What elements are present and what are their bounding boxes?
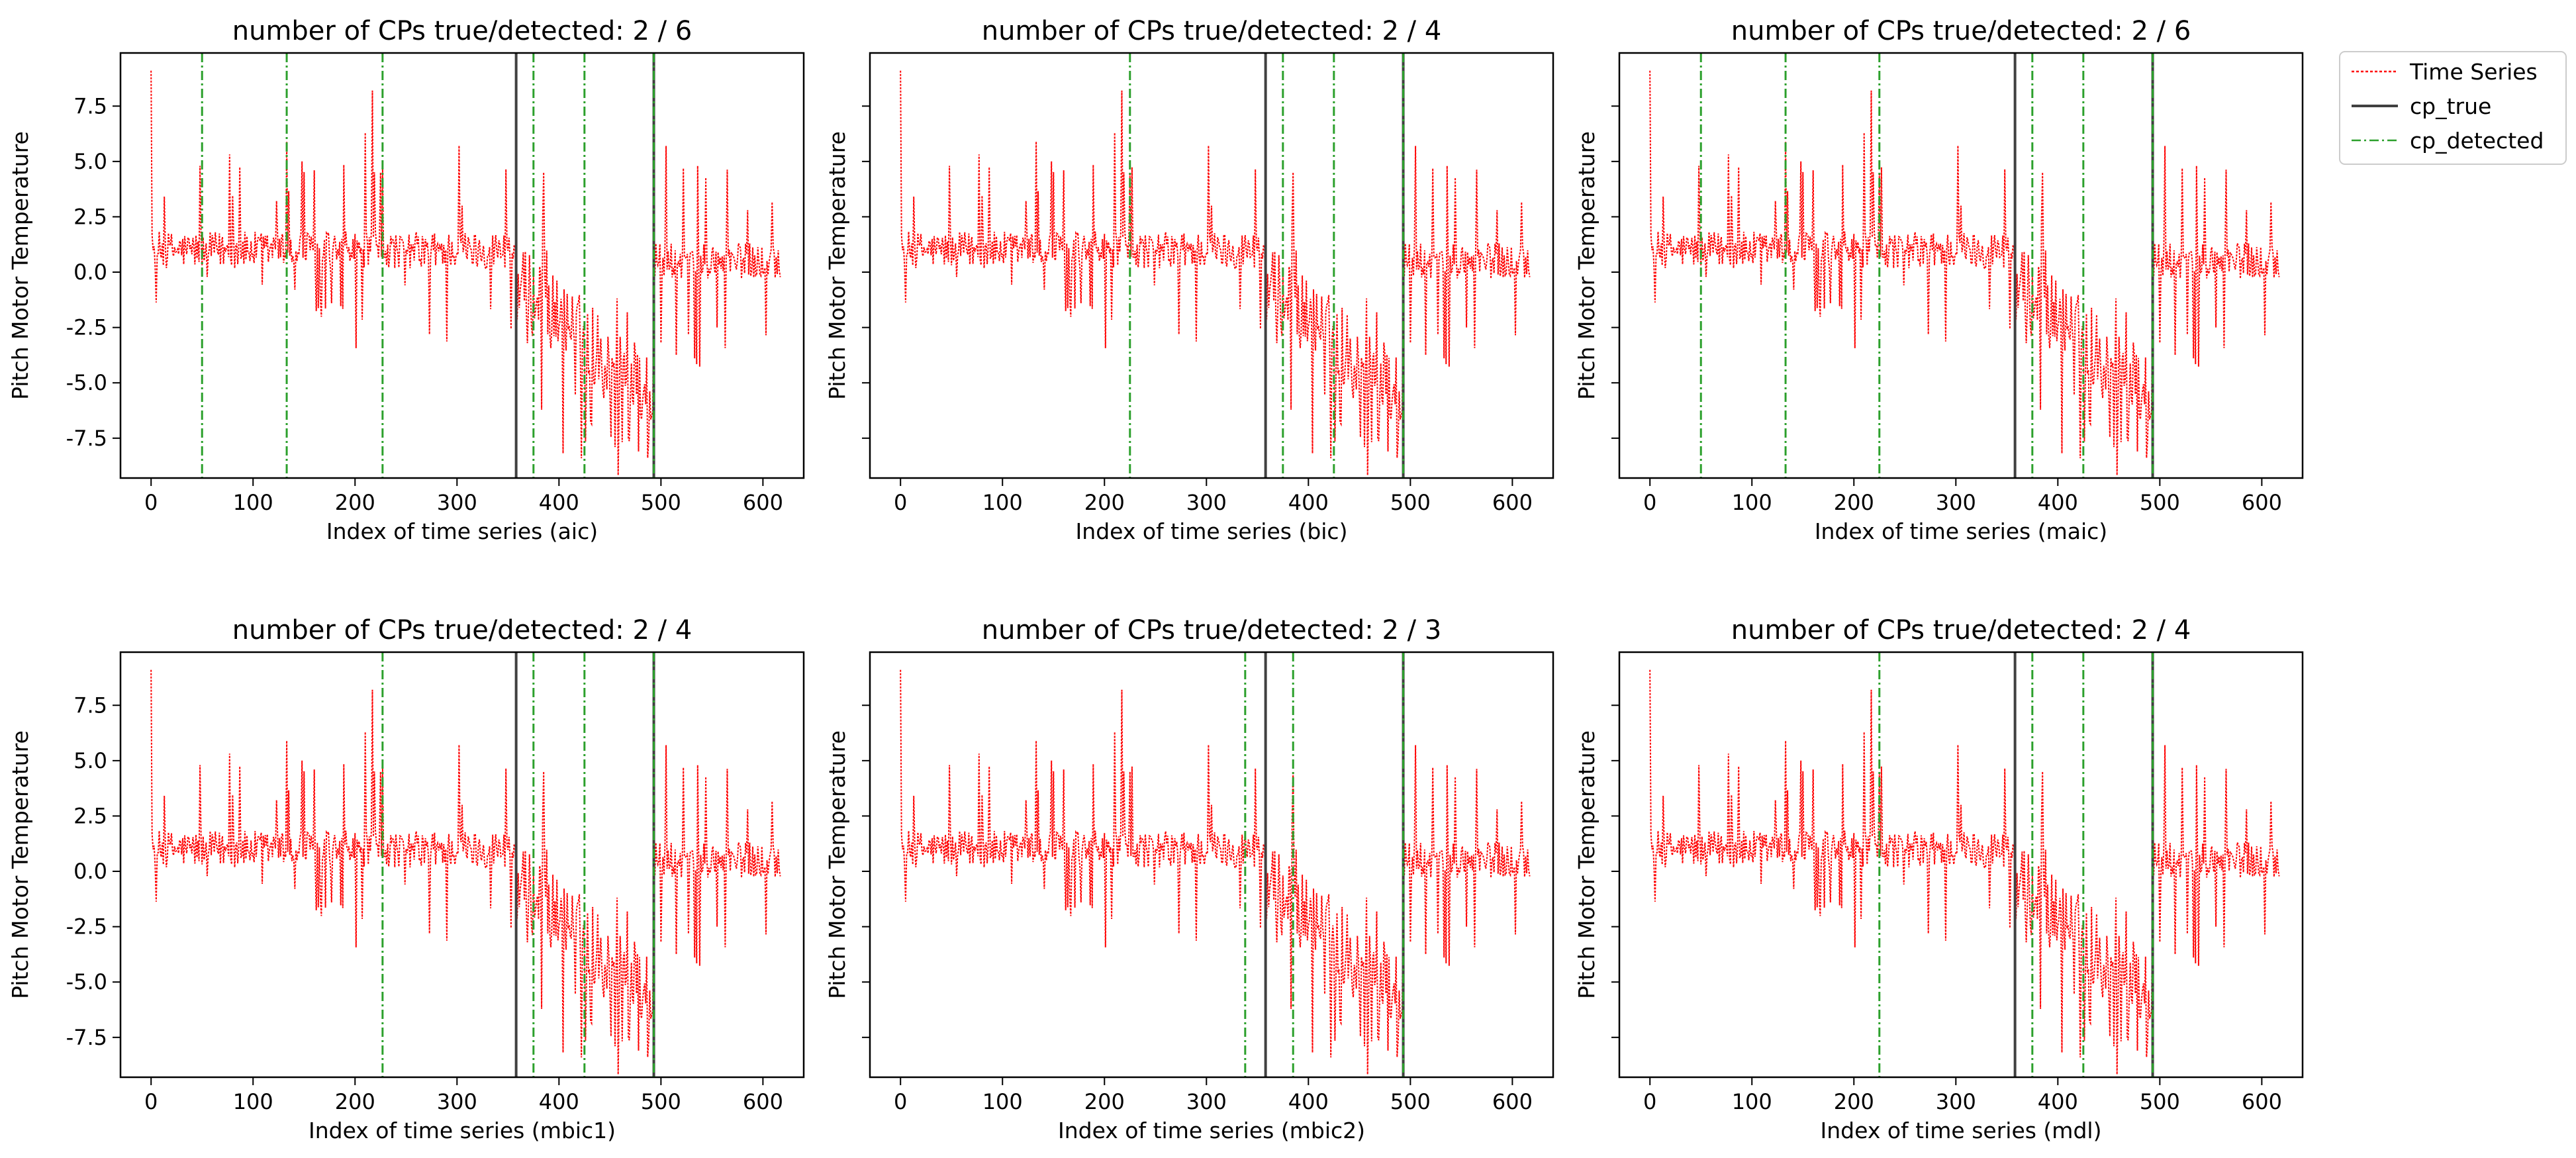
time-series-line [900, 70, 1531, 475]
time-series-line [150, 70, 781, 475]
x-tick-label: 400 [539, 490, 579, 515]
x-tick-label: 200 [1834, 490, 1874, 515]
x-tick-label: 600 [1492, 490, 1533, 515]
y-tick-label: -2.5 [66, 914, 107, 940]
x-tick-label: 200 [335, 1089, 375, 1114]
y-tick-label: 5.0 [73, 748, 107, 773]
x-tick-label: 0 [144, 1089, 158, 1114]
x-tick-label: 0 [894, 1089, 907, 1114]
x-tick-label: 400 [2038, 1089, 2078, 1114]
x-tick-label: 600 [2242, 1089, 2282, 1114]
x-tick-label: 0 [144, 490, 158, 515]
x-tick-label: 100 [233, 1089, 273, 1114]
subplot-1: 0 100 200 300 400 500 600 -7.5 -5.0 -2.5 0.0 2.5 5.0… [7, 16, 805, 544]
y-tick-label: 2.5 [73, 803, 107, 828]
x-tick-label: 0 [1643, 490, 1656, 515]
legend-label-cp-true: cp_true [2410, 93, 2491, 119]
x-tick-label: 400 [1288, 1089, 1329, 1114]
axes-frame [1618, 52, 2304, 479]
x-tick-label: 500 [641, 1089, 681, 1114]
time-series-line [1649, 669, 2280, 1075]
y-tick-label: -5.0 [66, 969, 107, 994]
y-tick-label: -7.5 [66, 426, 107, 451]
x-tick-label: 600 [2242, 490, 2282, 515]
y-tick-label: -2.5 [66, 315, 107, 340]
legend-label-cp-detected: cp_detected [2410, 128, 2544, 154]
subplot-6: 0 100 200 300 400 500 600 number of CPs true/de… [1574, 615, 2304, 1143]
y-tick-label: 7.5 [73, 693, 107, 718]
x-tick-label: 600 [743, 1089, 783, 1114]
axes-frame [119, 651, 805, 1079]
y-tick-label: 7.5 [73, 93, 107, 119]
time-series-line [1649, 70, 2280, 475]
y-tick-label: 2.5 [73, 204, 107, 229]
subplot-4: 0 100 200 300 400 500 600 -7.5 -5.0 -2.5 0.0 2.5 5.0… [7, 615, 805, 1143]
x-tick-label: 100 [1732, 1089, 1772, 1114]
x-tick-label: 300 [1936, 490, 1976, 515]
x-tick-label: 100 [233, 490, 273, 515]
x-tick-label: 600 [1492, 1089, 1533, 1114]
time-series-line [150, 669, 781, 1075]
y-axis-label: Pitch Motor Temperature [1574, 131, 1599, 400]
x-tick-label: 200 [1084, 1089, 1125, 1114]
y-axis-label: Pitch Motor Temperature [1574, 730, 1599, 999]
subplot-5: 0 100 200 300 400 500 600 number of CPs true/de… [824, 615, 1554, 1143]
x-tick-label: 100 [982, 490, 1023, 515]
x-tick-label: 100 [982, 1089, 1023, 1114]
legend-label-time-series: Time Series [2409, 59, 2538, 85]
axes-frame [869, 52, 1554, 479]
x-tick-label: 200 [1084, 490, 1125, 515]
axes-frame [1618, 651, 2304, 1079]
subplot-title: number of CPs true/detected: 2 / 6 [232, 16, 692, 46]
x-tick-label: 0 [1643, 1089, 1656, 1114]
legend: Time Series cp_true cp_detected [2339, 51, 2567, 165]
x-tick-label: 600 [743, 490, 783, 515]
time-series-line [900, 669, 1531, 1075]
x-tick-label: 500 [2140, 490, 2180, 515]
x-tick-label: 200 [335, 490, 375, 515]
x-tick-label: 100 [1732, 490, 1772, 515]
x-tick-label: 200 [1834, 1089, 1874, 1114]
x-tick-label: 500 [1390, 490, 1431, 515]
x-tick-label: 0 [894, 490, 907, 515]
legend-frame [2339, 51, 2567, 165]
x-axis-label: Index of time series (bic) [1076, 518, 1348, 544]
y-tick-label: 0.0 [73, 260, 107, 285]
subplot-title: number of CPs true/detected: 2 / 4 [1731, 615, 2191, 646]
y-tick-label: 0.0 [73, 859, 107, 884]
x-tick-label: 400 [1288, 490, 1329, 515]
x-tick-label: 500 [641, 490, 681, 515]
x-tick-label: 500 [2140, 1089, 2180, 1114]
subplot-3: 0 100 200 300 400 500 600 number of CPs true/de… [1574, 16, 2304, 544]
axes-frame [869, 651, 1554, 1079]
x-tick-label: 500 [1390, 1089, 1431, 1114]
axes-frame [119, 52, 805, 479]
subplot-title: number of CPs true/detected: 2 / 4 [982, 16, 1442, 46]
subplot-2: 0 100 200 300 400 500 600 number of CPs true/de… [824, 16, 1554, 544]
x-tick-label: 300 [1186, 1089, 1227, 1114]
x-tick-label: 300 [437, 1089, 477, 1114]
x-axis-label: Index of time series (mdl) [1821, 1118, 2102, 1143]
y-axis-label: Pitch Motor Temperature [824, 730, 850, 999]
y-axis-label: Pitch Motor Temperature [7, 131, 33, 400]
subplot-title: number of CPs true/detected: 2 / 4 [232, 615, 692, 646]
x-axis-label: Index of time series (mbic1) [309, 1118, 616, 1143]
subplot-title: number of CPs true/detected: 2 / 6 [1731, 16, 2191, 46]
x-tick-label: 300 [1936, 1089, 1976, 1114]
x-tick-label: 300 [437, 490, 477, 515]
x-tick-label: 400 [2038, 490, 2078, 515]
x-axis-label: Index of time series (mbic2) [1058, 1118, 1365, 1143]
x-tick-label: 400 [539, 1089, 579, 1114]
x-axis-label: Index of time series (aic) [326, 518, 598, 544]
x-tick-label: 300 [1186, 490, 1227, 515]
subplot-grid: 0 100 200 300 400 500 600 -7.5 -5.0 -2.5 0.0 2.5 5.0… [7, 16, 2304, 1143]
subplot-title: number of CPs true/detected: 2 / 3 [982, 615, 1442, 646]
y-tick-label: 5.0 [73, 149, 107, 174]
x-axis-label: Index of time series (maic) [1815, 518, 2107, 544]
y-tick-label: -5.0 [66, 370, 107, 395]
y-tick-label: -7.5 [66, 1025, 107, 1050]
y-axis-label: Pitch Motor Temperature [7, 730, 33, 999]
y-axis-label: Pitch Motor Temperature [824, 131, 850, 400]
